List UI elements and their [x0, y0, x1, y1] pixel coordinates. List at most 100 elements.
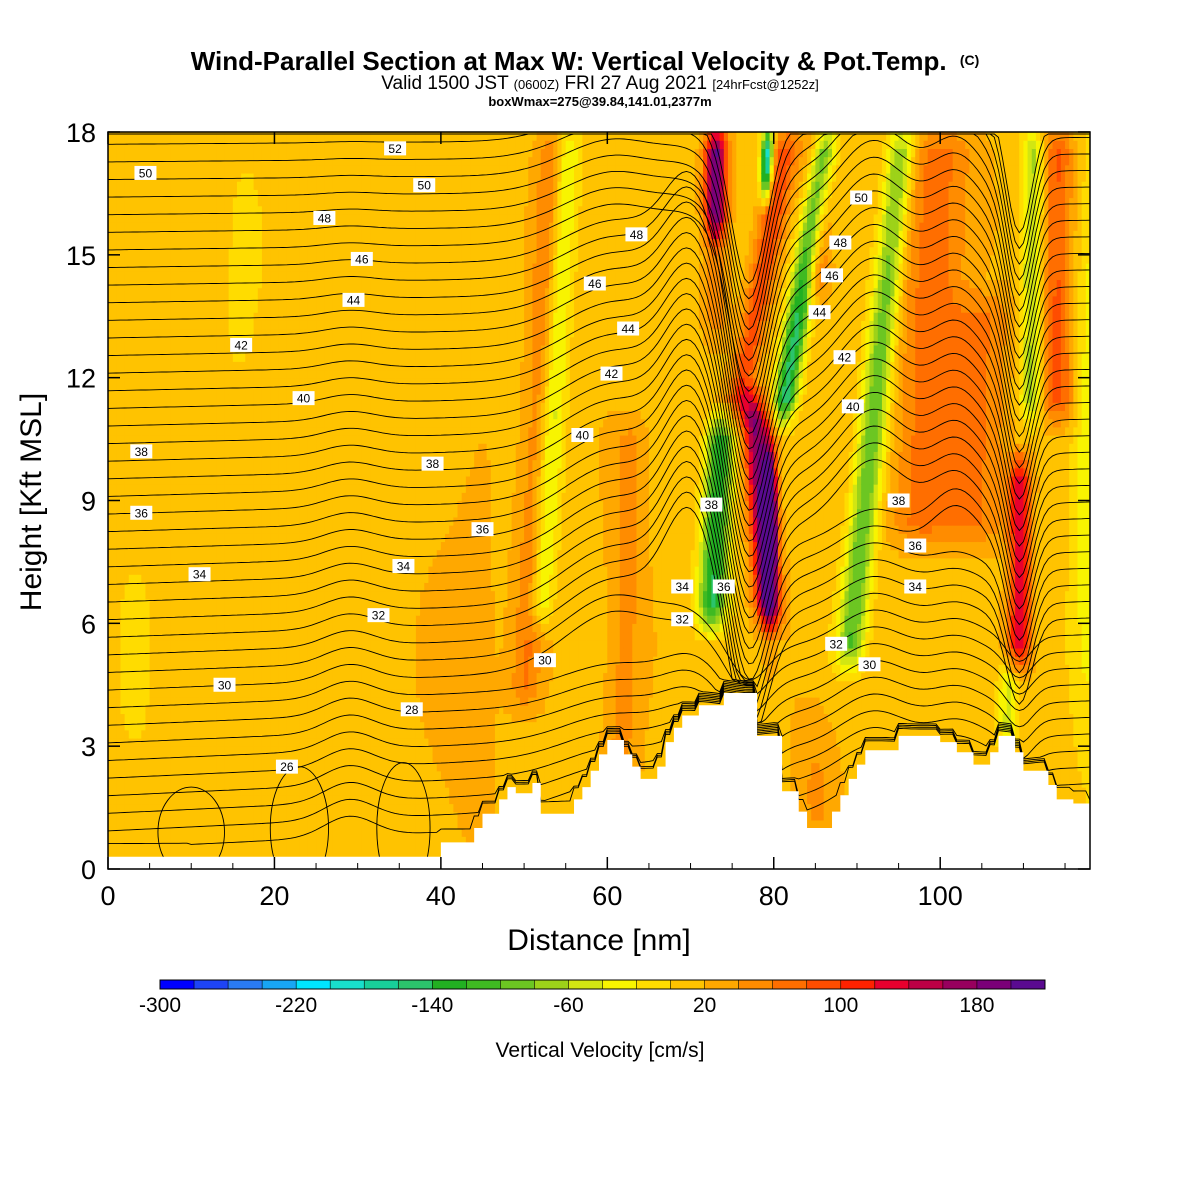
velocity-cell	[295, 672, 301, 682]
velocity-cell	[245, 574, 251, 583]
velocity-cell	[220, 754, 226, 764]
velocity-cell	[224, 484, 230, 493]
velocity-cell	[228, 205, 234, 215]
velocity-cell	[270, 598, 276, 608]
velocity-cell	[145, 541, 151, 551]
velocity-cell	[132, 713, 138, 723]
velocity-cell	[166, 205, 172, 215]
velocity-cell	[241, 377, 246, 387]
velocity-cell	[236, 353, 242, 362]
velocity-cell	[332, 492, 338, 502]
velocity-cell	[253, 320, 259, 330]
velocity-cell	[199, 238, 205, 248]
velocity-cell	[241, 697, 246, 706]
velocity-cell	[112, 541, 117, 551]
velocity-cell	[295, 574, 301, 583]
velocity-cell	[266, 770, 271, 780]
velocity-cell	[316, 303, 321, 313]
velocity-cell	[137, 525, 142, 534]
velocity-cell	[216, 377, 221, 387]
velocity-cell	[245, 795, 251, 805]
velocity-cell	[245, 639, 251, 649]
velocity-cell	[216, 246, 221, 256]
velocity-cell	[124, 500, 130, 510]
velocity-cell	[286, 566, 292, 575]
velocity-cell	[191, 647, 196, 657]
velocity-cell	[299, 271, 305, 280]
velocity-cell	[261, 623, 267, 633]
velocity-cell	[112, 222, 117, 231]
velocity-cell	[278, 361, 284, 371]
velocity-cell	[316, 336, 321, 346]
velocity-cell	[228, 328, 234, 338]
velocity-cell	[257, 385, 263, 395]
velocity-cell	[224, 402, 230, 412]
velocity-cell	[112, 680, 117, 690]
velocity-cell	[157, 705, 163, 715]
velocity-cell	[307, 254, 313, 264]
velocity-cell	[149, 213, 155, 223]
velocity-cell	[149, 426, 155, 436]
velocity-cell	[266, 467, 271, 477]
velocity-cell	[220, 844, 226, 854]
velocity-cell	[195, 459, 201, 469]
velocity-cell	[141, 377, 147, 387]
velocity-cell	[108, 164, 113, 174]
velocity-cell	[232, 598, 238, 608]
velocity-cell	[203, 312, 209, 321]
velocity-cell	[162, 434, 167, 444]
velocity-cell	[228, 148, 234, 158]
velocity-cell	[199, 426, 205, 436]
velocity-cell	[116, 770, 122, 780]
velocity-cell	[328, 811, 334, 821]
velocity-cell	[195, 656, 201, 665]
velocity-cell	[299, 140, 305, 149]
velocity-cell	[224, 697, 230, 706]
velocity-cell	[291, 197, 296, 207]
velocity-cell	[324, 754, 330, 764]
velocity-cell	[207, 459, 213, 469]
velocity-cell	[124, 353, 130, 362]
velocity-cell	[191, 213, 196, 223]
velocity-cell	[253, 402, 259, 412]
velocity-cell	[157, 656, 163, 665]
subtitle-date: FRI 27 Aug 2021	[564, 73, 707, 94]
velocity-cell	[128, 844, 134, 854]
velocity-cell	[299, 836, 305, 846]
velocity-cell	[307, 132, 313, 141]
velocity-cell	[216, 557, 221, 567]
velocity-cell	[324, 549, 330, 559]
velocity-cell	[191, 475, 196, 485]
velocity-cell	[311, 557, 317, 567]
velocity-cell	[153, 254, 159, 264]
velocity-cell	[270, 451, 276, 461]
velocity-cell	[108, 754, 113, 764]
velocity-cell	[157, 484, 163, 493]
velocity-cell	[116, 754, 122, 764]
velocity-cell	[228, 164, 234, 174]
velocity-cell	[316, 615, 321, 624]
velocity-cell	[166, 320, 172, 330]
velocity-cell	[207, 844, 213, 854]
velocity-cell	[220, 484, 226, 493]
velocity-cell	[332, 770, 338, 780]
velocity-cell	[132, 132, 138, 141]
velocity-cell	[157, 394, 163, 403]
velocity-cell	[182, 680, 188, 690]
velocity-cell	[228, 263, 234, 272]
velocity-cell	[266, 557, 271, 567]
velocity-cell	[120, 336, 126, 346]
velocity-cell	[299, 410, 305, 420]
velocity-cell	[274, 254, 280, 264]
velocity-cell	[220, 819, 226, 829]
velocity-cell	[203, 263, 209, 272]
velocity-cell	[112, 197, 117, 207]
velocity-cell	[145, 623, 151, 633]
velocity-cell	[320, 467, 325, 477]
velocity-cell	[124, 836, 130, 846]
velocity-cell	[282, 525, 288, 534]
velocity-cell	[199, 721, 205, 731]
velocity-cell	[116, 238, 122, 248]
velocity-cell	[278, 312, 284, 321]
velocity-cell	[303, 263, 309, 272]
